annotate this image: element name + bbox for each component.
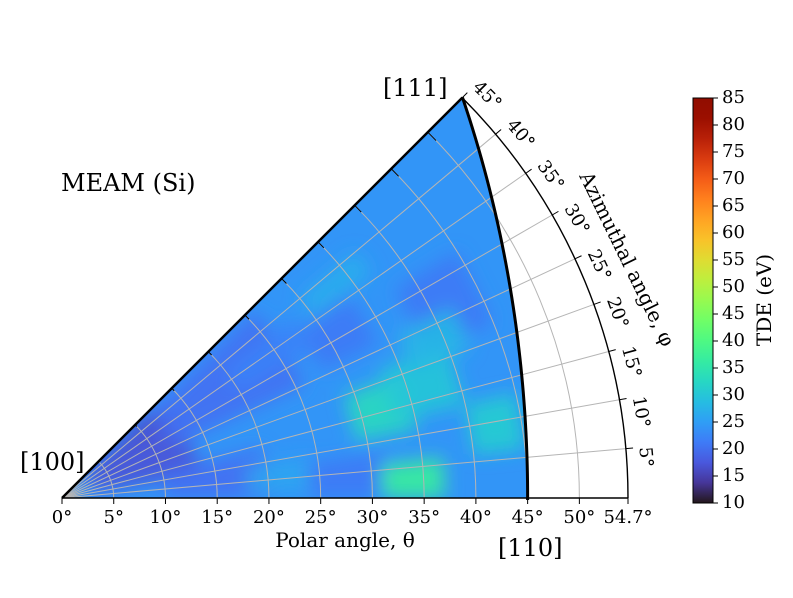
edge-tick-9 <box>390 168 399 177</box>
phi-tick-mark-5 <box>551 210 559 216</box>
theta-gridline-50 <box>427 131 580 499</box>
colorbar-ticks: 10 15 20 25 30 35 40 45 50 55 60 65 70 75 80 85 <box>713 87 745 513</box>
theta-tick-label-8: 40° <box>460 507 492 528</box>
colorbar-tick-label-1: 15 <box>722 465 745 486</box>
theta-gridline-35 <box>317 241 425 499</box>
colorbar: 10 15 20 25 30 35 40 45 50 55 60 65 70 75 80 85 TDE (eV… <box>692 87 776 513</box>
colorbar-tick-label-6: 40 <box>722 330 745 351</box>
colorbar-tick-label-0: 10 <box>722 492 745 513</box>
theta-tick-label-2: 10° <box>150 507 182 528</box>
phi-tick-mark-3 <box>593 301 601 305</box>
corner-label-100: [100] <box>20 448 85 476</box>
phi-gridline-25 <box>61 258 576 499</box>
phi-tick-label-4: 25° <box>583 246 616 284</box>
edge-100-111 <box>61 96 464 499</box>
model-label: MEAM (Si) <box>61 169 195 197</box>
theta-tick-label-6: 30° <box>356 507 388 528</box>
phi-tick-label-3: 20° <box>602 294 633 331</box>
phi-gridline-5 <box>61 448 626 499</box>
outer-arc <box>461 97 629 499</box>
phi-tick-mark-8 <box>461 92 468 99</box>
edge-110-111 <box>461 97 530 500</box>
phi-tick-label-7: 40° <box>502 115 539 153</box>
phi-tick-mark-1 <box>619 397 627 401</box>
theta-gridline-25 <box>244 314 322 499</box>
colorbar-tick-label-4: 30 <box>722 384 745 405</box>
edge-tick-8 <box>354 204 362 213</box>
theta-gridline-20 <box>207 351 270 499</box>
edge-tick-10 <box>427 131 437 141</box>
theta-tick-label-1: 5° <box>104 507 124 528</box>
phi-gridline-15 <box>61 351 609 499</box>
theta-tick-label-0: 0° <box>52 507 72 528</box>
phi-tick-mark-6 <box>525 168 532 174</box>
colorbar-tick-label-5: 35 <box>722 357 745 378</box>
theta-tick-label-4: 20° <box>253 507 285 528</box>
heat-cell-9 <box>381 457 445 498</box>
edge-tick-6 <box>281 278 287 284</box>
phi-tick-label-2: 15° <box>617 344 646 380</box>
phi-tick-label-8: 45° <box>468 77 505 114</box>
edge-tick-5 <box>244 314 250 320</box>
colorbar-gradient <box>692 97 714 504</box>
colorbar-tick-label-8: 50 <box>722 276 745 297</box>
phi-tick-mark-0 <box>625 447 634 450</box>
polar-axis-label: Polar angle, θ <box>275 528 415 552</box>
theta-tick-label-9: 45° <box>512 507 544 528</box>
grid-layer <box>61 131 626 499</box>
colorbar-tick-label-14: 80 <box>722 114 745 135</box>
phi-tick-label-6: 35° <box>533 156 569 194</box>
phi-tick-label-1: 10° <box>628 395 654 430</box>
theta-gridline-5 <box>98 461 115 499</box>
corner-label-110: [110] <box>498 534 563 562</box>
colorbar-tick-label-3: 25 <box>722 411 745 432</box>
heat-cell-10 <box>465 393 526 455</box>
theta-gridline-45 <box>390 168 529 499</box>
frame-layer <box>61 96 629 500</box>
heat-cell-11 <box>396 307 471 371</box>
heatmap-blobs <box>62 251 526 498</box>
edge-tick-11 <box>461 97 472 108</box>
colorbar-tick-label-11: 65 <box>722 195 745 216</box>
theta-gridline-10 <box>134 424 166 499</box>
edge-tick-7 <box>317 241 325 249</box>
theta-gridline-40 <box>354 204 477 499</box>
colorbar-tick-label-13: 75 <box>722 141 745 162</box>
colorbar-tick-label-2: 20 <box>722 438 745 459</box>
corner-label-111: [111] <box>383 74 448 102</box>
phi-tick-mark-4 <box>574 255 582 260</box>
heat-cell-13 <box>245 459 311 492</box>
theta-tick-label-7: 35° <box>408 507 440 528</box>
colorbar-tick-label-12: 70 <box>722 168 745 189</box>
edge-tick-1 <box>98 461 100 463</box>
colorbar-tick-label-9: 55 <box>722 249 745 270</box>
phi-tick-mark-7 <box>495 129 502 135</box>
heat-cell-origin <box>62 410 160 498</box>
colorbar-label: TDE (eV) <box>752 254 776 346</box>
theta-tick-label-5: 25° <box>305 507 337 528</box>
heatmap-layer <box>62 97 528 499</box>
phi-gridline-30 <box>61 214 553 499</box>
theta-tick-label-3: 15° <box>201 507 233 528</box>
phi-tick-mark-2 <box>608 349 616 352</box>
heat-cell-12 <box>299 251 372 316</box>
phi-gridline-20 <box>61 303 595 499</box>
heat-cell-5 <box>225 319 311 392</box>
colorbar-tick-label-10: 60 <box>722 222 745 243</box>
theta-tick-label-11: 54.7° <box>603 507 652 528</box>
colorbar-tick-label-15: 85 <box>722 87 745 108</box>
theta-gridline-30 <box>281 278 373 499</box>
edge-tick-4 <box>207 351 212 356</box>
edge-tick-3 <box>171 387 175 392</box>
phi-gridline-35 <box>61 172 526 499</box>
heat-cell-4 <box>299 296 379 371</box>
colorbar-tick-label-7: 45 <box>722 303 745 324</box>
heat-cell-8 <box>378 342 466 422</box>
phi-tick-label-0: 5° <box>634 446 657 468</box>
theta-tick-label-10: 50° <box>563 507 595 528</box>
edge-tick-2 <box>134 424 138 427</box>
phi-gridline-40 <box>61 133 496 499</box>
